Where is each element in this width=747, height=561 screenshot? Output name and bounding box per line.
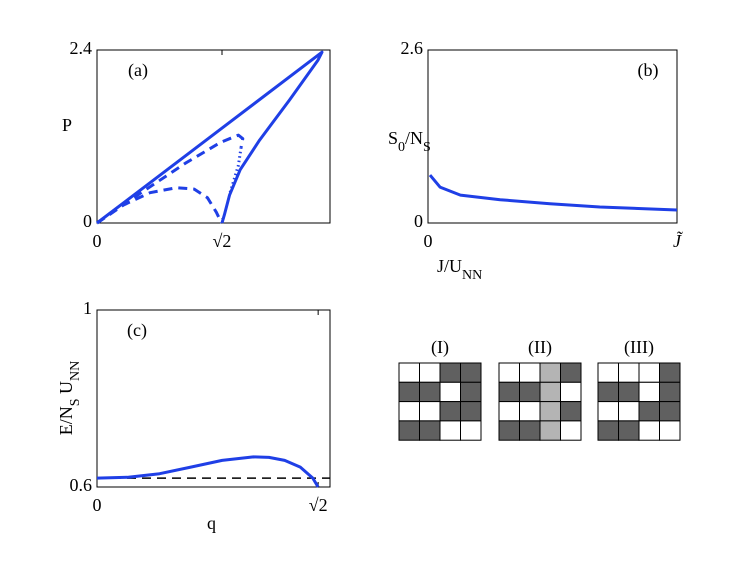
lattice-cell	[560, 381, 582, 403]
lattice-cell	[398, 381, 420, 403]
lattice-cell	[597, 401, 619, 422]
lattice-cell	[498, 401, 520, 422]
lattice-cell	[618, 401, 640, 422]
lattice-cell	[539, 362, 561, 383]
x-tick-label: √2	[309, 495, 328, 515]
lattice-cell	[597, 420, 619, 441]
lattice-cell	[460, 420, 482, 441]
lattice-cell	[560, 362, 582, 383]
x-axis-label: q	[207, 513, 216, 533]
lattice-cell	[597, 381, 619, 403]
curve	[96, 50, 324, 225]
lattice-cell	[460, 401, 482, 422]
y-axis-label-part: S	[388, 128, 398, 148]
y-axis-label: S0/NS	[388, 128, 431, 155]
y-axis-label-part: P	[62, 115, 72, 135]
x-axis-label-part: NN	[462, 268, 482, 283]
y-tick-label: 0.6	[70, 475, 93, 495]
y-tick-label: 2.6	[401, 38, 424, 58]
lattice-cell	[498, 381, 520, 403]
curve	[428, 174, 678, 212]
lattice-cell	[618, 381, 640, 403]
lattice-cell	[659, 401, 681, 422]
lattice-cell	[398, 420, 420, 441]
lattice-cell	[498, 362, 520, 383]
lattice-cell	[638, 381, 660, 403]
y-tick-label: 0	[414, 211, 423, 231]
lattice-cell	[439, 362, 461, 383]
panel-label: (c)	[127, 320, 147, 341]
panel-label: (a)	[128, 60, 148, 81]
lattice-cell	[618, 420, 640, 441]
lattice-cell	[439, 401, 461, 422]
y-axis-label-part: S	[423, 140, 431, 155]
x-tick-label: √2	[213, 231, 232, 251]
lattice-cell	[398, 401, 420, 422]
y-axis-label: P	[62, 115, 72, 135]
lattice-cell	[597, 362, 619, 383]
lattice-cell	[638, 401, 660, 422]
lattice-cell	[419, 381, 441, 403]
lattice-label: (I)	[431, 337, 449, 358]
lattice-cell	[638, 420, 660, 441]
curve	[96, 455, 320, 488]
curve	[96, 186, 223, 225]
lattice-cell	[460, 381, 482, 403]
lattice-cell	[419, 401, 441, 422]
lattice-cell	[519, 362, 541, 383]
lattice-cell	[560, 401, 582, 422]
x-tick-label: J̃	[673, 231, 684, 251]
y-tick-label: 2.4	[70, 38, 93, 58]
y-axis-label-part: S	[68, 398, 83, 406]
lattice-cell	[659, 362, 681, 383]
lattice-cell	[460, 362, 482, 383]
lattice-cell	[439, 420, 461, 441]
lattice-cell	[539, 420, 561, 441]
x-tick-label: 0	[93, 495, 102, 515]
lattice-cell	[539, 401, 561, 422]
x-tick-label: 0	[93, 231, 102, 251]
lattice-cell	[539, 381, 561, 403]
lattice-cell	[560, 420, 582, 441]
lattice-cell	[419, 362, 441, 383]
lattice-cell	[398, 362, 420, 383]
lattice-cell	[519, 381, 541, 403]
lattice-label: (II)	[528, 337, 552, 358]
lattice-cell	[519, 401, 541, 422]
lattice-cell	[519, 420, 541, 441]
lattice-cell	[638, 362, 660, 383]
y-tick-label: 1	[83, 298, 92, 318]
x-axis-label: J/UNN	[437, 256, 482, 283]
x-axis-label-part: J/U	[437, 256, 462, 276]
plot-frame	[96, 309, 331, 488]
y-axis-label-part: U	[56, 381, 76, 399]
curve	[96, 133, 245, 225]
x-tick-label: 0	[424, 231, 433, 251]
plot-frame	[96, 49, 331, 224]
y-axis-label-part: /N	[405, 128, 423, 148]
y-tick-label: 0	[83, 211, 92, 231]
lattice-cell	[439, 381, 461, 403]
x-axis-label-part: q	[207, 513, 216, 533]
plot-frame	[427, 49, 678, 224]
y-axis-label: E/NS UNN	[56, 361, 83, 436]
lattice-cell	[659, 381, 681, 403]
y-axis-label-part: E/N	[56, 406, 76, 435]
lattice-cell	[498, 420, 520, 441]
lattice-label: (III)	[624, 337, 654, 358]
panel-label: (b)	[638, 60, 659, 81]
curve	[228, 147, 243, 195]
lattice-cell	[659, 420, 681, 441]
lattice-cell	[419, 420, 441, 441]
lattice-cell	[618, 362, 640, 383]
y-axis-label-part: NN	[68, 361, 83, 381]
y-axis-label-part: 0	[398, 140, 405, 155]
